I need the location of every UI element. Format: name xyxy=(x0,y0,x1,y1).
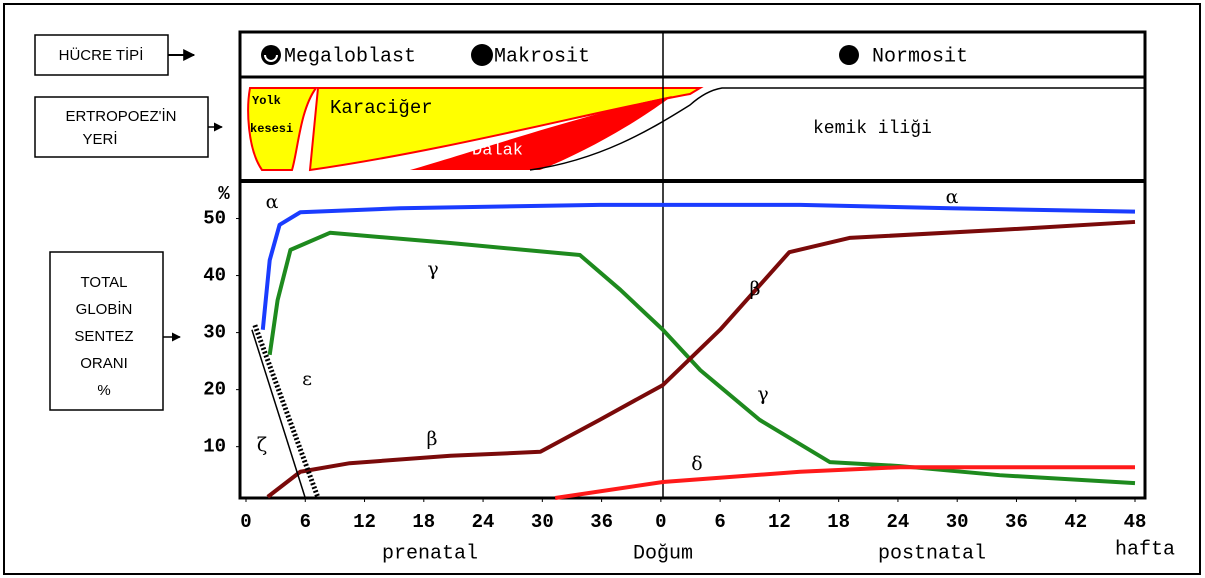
marrow-boundary xyxy=(529,87,1145,171)
spleen-shape xyxy=(410,96,672,170)
synthesis-label: % xyxy=(97,382,110,399)
y-tick-label: 10 xyxy=(203,436,226,458)
site-text: Karaciğer xyxy=(330,97,433,119)
x-tick-label: 0 xyxy=(240,511,251,533)
series-label: ζ xyxy=(257,434,267,456)
series-label: γ xyxy=(427,258,438,280)
x-tick-label: 0 xyxy=(655,511,666,533)
x-tick-label: 12 xyxy=(768,511,791,533)
series-line xyxy=(266,219,1136,499)
series-line xyxy=(260,202,1136,330)
series-label: α xyxy=(266,191,279,213)
x-tick-label: 24 xyxy=(472,511,495,533)
y-tick-label: 50 xyxy=(203,208,226,230)
cell-type: Normosit xyxy=(872,45,968,68)
x-tick-label: 18 xyxy=(827,511,850,533)
cell-icon xyxy=(261,45,281,65)
x-tick-label: 48 xyxy=(1124,511,1147,533)
site-text: Yolk xyxy=(252,94,281,108)
x-tick-label: 6 xyxy=(714,511,725,533)
site-label: ERTROPOEZ'İN xyxy=(66,107,177,125)
x-tick-label: 24 xyxy=(887,511,910,533)
y-tick-label: 40 xyxy=(203,265,226,287)
site-text: kemik iliği xyxy=(813,119,932,139)
main-frame xyxy=(238,30,1147,500)
label-box xyxy=(49,251,164,411)
series-line xyxy=(251,329,306,499)
y-tick-label: 20 xyxy=(203,379,226,401)
series-label: ε xyxy=(302,368,312,390)
liver-shape xyxy=(308,87,704,172)
site-label: YERİ xyxy=(82,130,117,148)
series-line xyxy=(554,465,1135,500)
synthesis-label: TOTAL xyxy=(81,274,128,291)
cell-icon xyxy=(839,45,859,65)
cell-icon xyxy=(471,44,493,66)
synthesis-label: ORANI xyxy=(80,355,128,372)
outer-frame xyxy=(3,3,1201,575)
site-text: Dalak xyxy=(472,141,523,160)
y-axis-label: % xyxy=(218,183,230,205)
y-tick-label: 30 xyxy=(203,322,226,344)
x-tick-label: 18 xyxy=(412,511,435,533)
cell-type: Megaloblast xyxy=(284,45,416,68)
series-label: α xyxy=(946,186,959,208)
series-label: β xyxy=(750,278,761,300)
cell-type: Makrosit xyxy=(494,45,590,68)
period-label: postnatal xyxy=(878,542,986,565)
synthesis-label: GLOBİN xyxy=(76,300,133,318)
cell-icon xyxy=(264,54,278,62)
x-tick-label: 6 xyxy=(300,511,311,533)
x-axis-label: hafta xyxy=(1115,538,1175,561)
label-box xyxy=(34,96,209,158)
series-line xyxy=(267,230,1136,486)
series-label: β xyxy=(427,428,438,450)
synthesis-label: SENTEZ xyxy=(74,328,133,345)
yolk-sac-shape xyxy=(247,87,318,171)
series-label: γ xyxy=(757,383,768,405)
x-tick-label: 30 xyxy=(531,511,554,533)
series-label: δ xyxy=(691,453,702,475)
cell-type-label: HÜCRE TİPİ xyxy=(59,46,144,64)
site-text: kesesi xyxy=(250,122,293,136)
period-label: prenatal xyxy=(382,542,478,565)
x-tick-label: 42 xyxy=(1064,511,1087,533)
period-label: Doğum xyxy=(633,542,693,565)
x-tick-label: 30 xyxy=(946,511,969,533)
series-line xyxy=(252,324,321,499)
x-tick-label: 12 xyxy=(353,511,376,533)
label-box xyxy=(34,34,169,76)
x-tick-label: 36 xyxy=(1005,511,1028,533)
x-tick-label: 36 xyxy=(590,511,613,533)
